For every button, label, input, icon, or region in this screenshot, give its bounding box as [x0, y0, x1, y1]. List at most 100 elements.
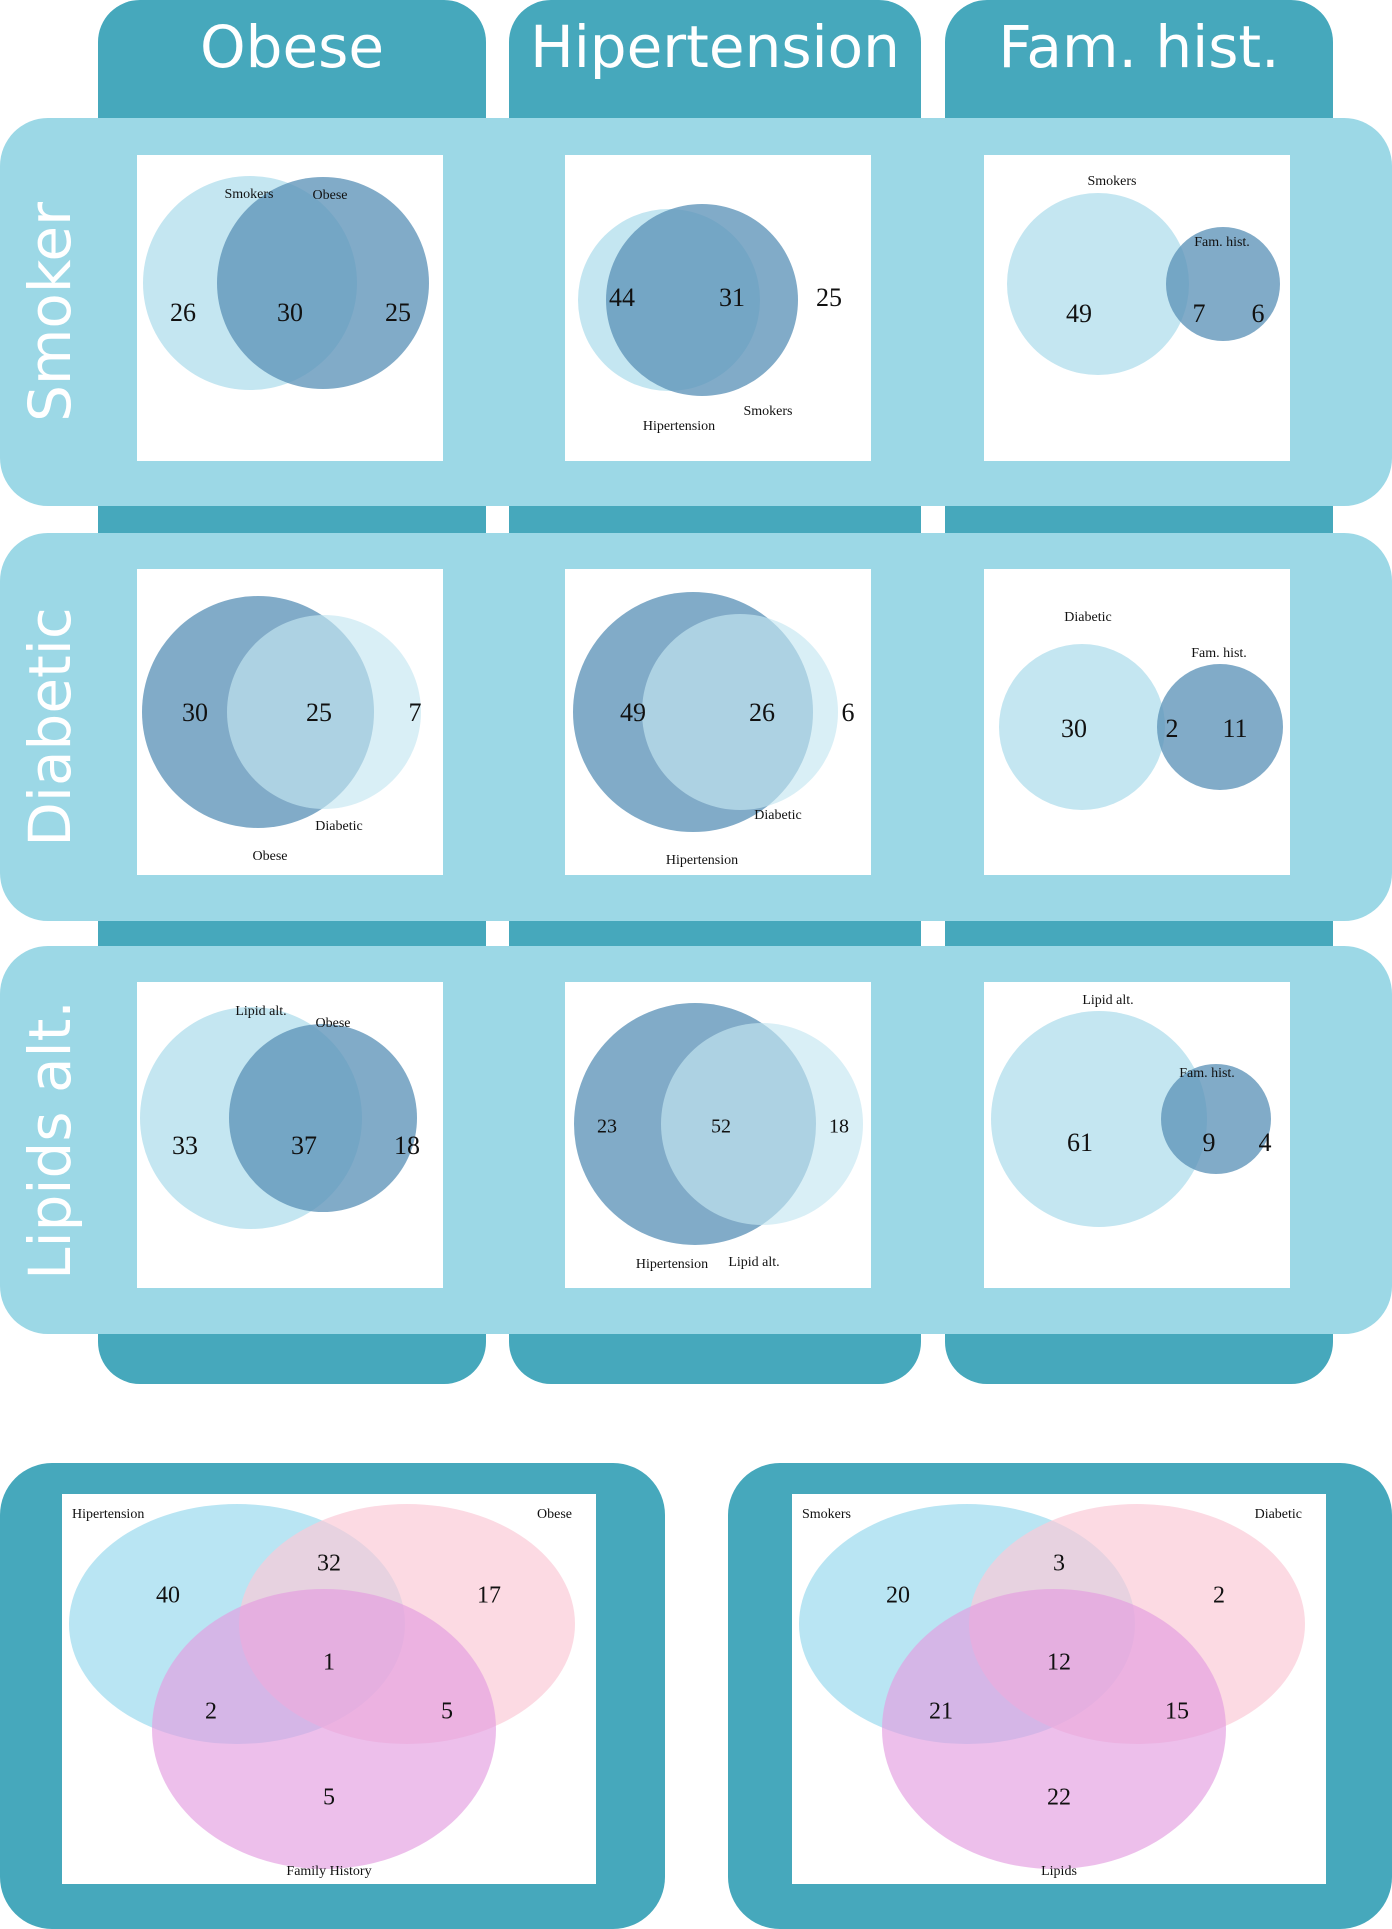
- region-count: 18: [829, 1116, 849, 1138]
- set-label: Family History: [286, 1864, 371, 1879]
- region-count: 30: [182, 698, 208, 727]
- set-label: Obese: [253, 849, 288, 864]
- set-label: Hipertension: [72, 1507, 144, 1522]
- venn-diagram: Obese Diabetic 30 25 7: [142, 596, 422, 864]
- region-count: 5: [323, 1785, 335, 1811]
- set-label: Diabetic: [1064, 610, 1111, 625]
- venn-circle: [991, 1011, 1207, 1227]
- set-label: Hipertension: [636, 1257, 708, 1272]
- venn-diagram: Lipid alt. Fam. hist. 61 9 4: [991, 993, 1272, 1227]
- region-count: 2: [205, 1699, 217, 1725]
- region-count: 15: [1165, 1699, 1189, 1725]
- region-count: 20: [886, 1583, 910, 1609]
- set-label: Obese: [316, 1016, 351, 1031]
- venn-diagram: Smokers Obese 26 30 25: [143, 176, 429, 390]
- venn3-hipertension-obese-family: Hipertension Obese Family History 40 32 17 1 2 5…: [62, 1494, 596, 1884]
- region-count: 25: [816, 283, 842, 312]
- venn-ellipse: [882, 1589, 1226, 1869]
- region-count: 25: [385, 298, 411, 327]
- region-count: 2: [1166, 714, 1179, 743]
- region-count: 17: [477, 1583, 501, 1609]
- set-label: Lipid alt.: [1082, 993, 1133, 1008]
- region-count: 25: [306, 698, 332, 727]
- region-count: 5: [441, 1699, 453, 1725]
- set-label: Lipid alt.: [235, 1004, 286, 1019]
- venn-circle: [217, 177, 429, 389]
- venn-diagram: Hipertension Smokers 44 31 25: [578, 204, 842, 434]
- set-label: Smokers: [1088, 174, 1137, 189]
- region-count: 61: [1067, 1128, 1093, 1157]
- region-count: 33: [172, 1131, 198, 1160]
- region-count: 21: [929, 1699, 953, 1725]
- region-count: 49: [620, 698, 646, 727]
- region-count: 49: [1066, 299, 1092, 328]
- venn-smoker-famhist: Smokers Fam. hist. 49 7 6: [984, 155, 1290, 461]
- region-count: 3: [1053, 1551, 1065, 1577]
- region-count: 22: [1047, 1785, 1071, 1811]
- venn-diabetic-hipertension: Hipertension Diabetic 49 26 6: [565, 569, 871, 875]
- set-label: Lipid alt.: [728, 1255, 779, 1270]
- set-label: Diabetic: [754, 808, 801, 823]
- venn-diagram: Smokers Fam. hist. 49 7 6: [1007, 174, 1280, 375]
- region-count: 9: [1203, 1128, 1216, 1157]
- venn-diagram: Hipertension Lipid alt. 23 52 18: [574, 1003, 863, 1272]
- region-count: 7: [1193, 299, 1206, 328]
- set-label: Diabetic: [315, 819, 362, 834]
- column-header-label: Fam. hist.: [998, 13, 1280, 81]
- region-count: 40: [156, 1583, 180, 1609]
- region-count: 30: [277, 298, 303, 327]
- region-count: 1: [323, 1650, 335, 1676]
- venn-diagram: Hipertension Obese Family History 40 32 17 1 2 5…: [69, 1504, 575, 1879]
- venn-smoker-obese: Smokers Obese 26 30 25: [137, 155, 443, 461]
- region-count: 52: [711, 1116, 731, 1138]
- set-label: Hipertension: [643, 419, 715, 434]
- venn-diagram: Hipertension Diabetic 49 26 6: [573, 592, 855, 868]
- set-label: Fam. hist.: [1191, 646, 1247, 661]
- venn-diagram: Diabetic Fam. hist. 30 2 11: [999, 610, 1283, 810]
- venn-lipids-hipertension: Hipertension Lipid alt. 23 52 18: [565, 982, 871, 1288]
- venn-circle: [1157, 664, 1283, 790]
- column-header-label: Obese: [199, 13, 385, 81]
- venn-diabetic-famhist: Diabetic Fam. hist. 30 2 11: [984, 569, 1290, 875]
- region-count: 26: [749, 698, 775, 727]
- region-count: 6: [1252, 299, 1265, 328]
- venn-circle: [999, 644, 1165, 810]
- venn-circle: [227, 615, 421, 809]
- region-count: 2: [1213, 1583, 1225, 1609]
- venn-smoker-hipertension: Hipertension Smokers 44 31 25: [565, 155, 871, 461]
- row-label: Smoker: [16, 202, 84, 422]
- set-label: Fam. hist.: [1179, 1066, 1235, 1081]
- set-label: Obese: [537, 1507, 572, 1522]
- column-header-label: Hipertension: [530, 13, 900, 81]
- region-count: 26: [170, 298, 196, 327]
- row-label: Diabetic: [16, 607, 84, 847]
- region-count: 31: [719, 283, 745, 312]
- venn-diabetic-obese: Obese Diabetic 30 25 7: [137, 569, 443, 875]
- venn-circle: [1007, 193, 1189, 375]
- set-label: Smokers: [744, 404, 793, 419]
- region-count: 7: [409, 698, 422, 727]
- set-label: Fam. hist.: [1194, 235, 1250, 250]
- set-label: Hipertension: [666, 853, 738, 868]
- region-count: 6: [842, 698, 855, 727]
- set-label: Smokers: [802, 1507, 851, 1522]
- region-count: 18: [394, 1131, 420, 1160]
- set-label: Lipids: [1041, 1864, 1077, 1879]
- region-count: 37: [291, 1131, 317, 1160]
- region-count: 32: [317, 1551, 341, 1577]
- venn-diagram: Smokers Diabetic Lipids 20 3 2 12 21 15 22: [799, 1504, 1305, 1879]
- venn-circle: [661, 1023, 863, 1225]
- venn-circle: [1161, 1064, 1271, 1174]
- set-label: Diabetic: [1255, 1507, 1302, 1522]
- region-count: 44: [609, 283, 635, 312]
- venn-circle: [229, 1024, 417, 1212]
- venn-lipids-obese: Lipid alt. Obese 33 37 18: [137, 982, 443, 1288]
- set-label: Obese: [313, 188, 348, 203]
- region-count: 23: [597, 1116, 617, 1138]
- venn-ellipse: [152, 1589, 496, 1869]
- set-label: Smokers: [225, 187, 274, 202]
- region-count: 12: [1047, 1650, 1071, 1676]
- venn-circle: [1166, 227, 1280, 341]
- venn-diagram: Lipid alt. Obese 33 37 18: [140, 1004, 420, 1229]
- region-count: 30: [1061, 714, 1087, 743]
